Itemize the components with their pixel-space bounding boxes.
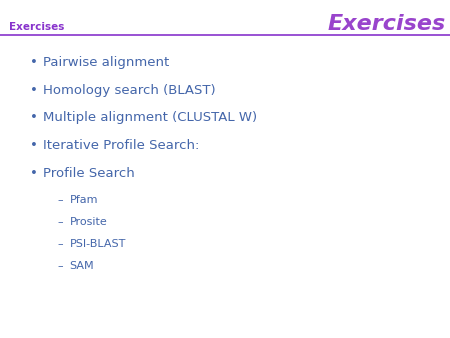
Text: –: – — [58, 239, 63, 249]
Text: Iterative Profile Search:: Iterative Profile Search: — [43, 139, 199, 152]
Text: •: • — [30, 167, 38, 180]
Text: •: • — [30, 56, 38, 69]
Text: PSI-BLAST: PSI-BLAST — [70, 239, 126, 249]
Text: •: • — [30, 139, 38, 152]
Text: SAM: SAM — [70, 261, 94, 271]
Text: Multiple alignment (CLUSTAL W): Multiple alignment (CLUSTAL W) — [43, 112, 257, 124]
Text: •: • — [30, 112, 38, 124]
Text: Pfam: Pfam — [70, 195, 98, 205]
Text: –: – — [58, 261, 63, 271]
Text: •: • — [30, 84, 38, 97]
Text: –: – — [58, 195, 63, 205]
Text: Homology search (BLAST): Homology search (BLAST) — [43, 84, 216, 97]
Text: Pairwise alignment: Pairwise alignment — [43, 56, 169, 69]
Text: Exercises: Exercises — [327, 14, 446, 34]
Text: –: – — [58, 217, 63, 227]
Text: Exercises: Exercises — [9, 22, 64, 32]
Text: Prosite: Prosite — [70, 217, 108, 227]
Text: Profile Search: Profile Search — [43, 167, 135, 180]
